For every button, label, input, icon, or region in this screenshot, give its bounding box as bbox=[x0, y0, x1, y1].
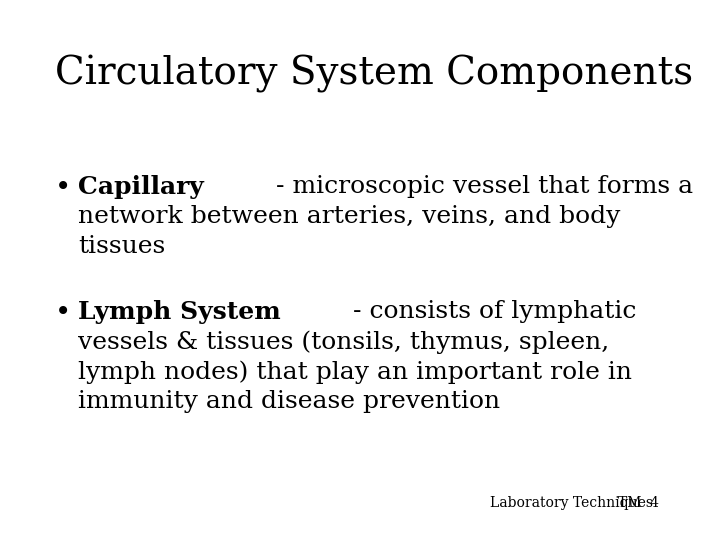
Text: vessels & tissues (tonsils, thymus, spleen,: vessels & tissues (tonsils, thymus, sple… bbox=[78, 330, 609, 354]
Text: lymph nodes) that play an important role in: lymph nodes) that play an important role… bbox=[78, 360, 632, 383]
Text: •: • bbox=[55, 175, 71, 202]
Text: - microscopic vessel that forms a: - microscopic vessel that forms a bbox=[276, 175, 693, 198]
Text: - consists of lymphatic: - consists of lymphatic bbox=[354, 300, 636, 323]
Text: Capillary: Capillary bbox=[78, 175, 204, 199]
Text: •: • bbox=[55, 300, 71, 327]
Text: TM  4: TM 4 bbox=[618, 496, 659, 510]
Text: immunity and disease prevention: immunity and disease prevention bbox=[78, 390, 500, 413]
Text: Laboratory Techniques: Laboratory Techniques bbox=[490, 496, 653, 510]
Text: tissues: tissues bbox=[78, 235, 166, 258]
Text: Lymph System: Lymph System bbox=[78, 300, 281, 324]
Text: Circulatory System Components: Circulatory System Components bbox=[55, 55, 693, 93]
Text: network between arteries, veins, and body: network between arteries, veins, and bod… bbox=[78, 205, 621, 228]
